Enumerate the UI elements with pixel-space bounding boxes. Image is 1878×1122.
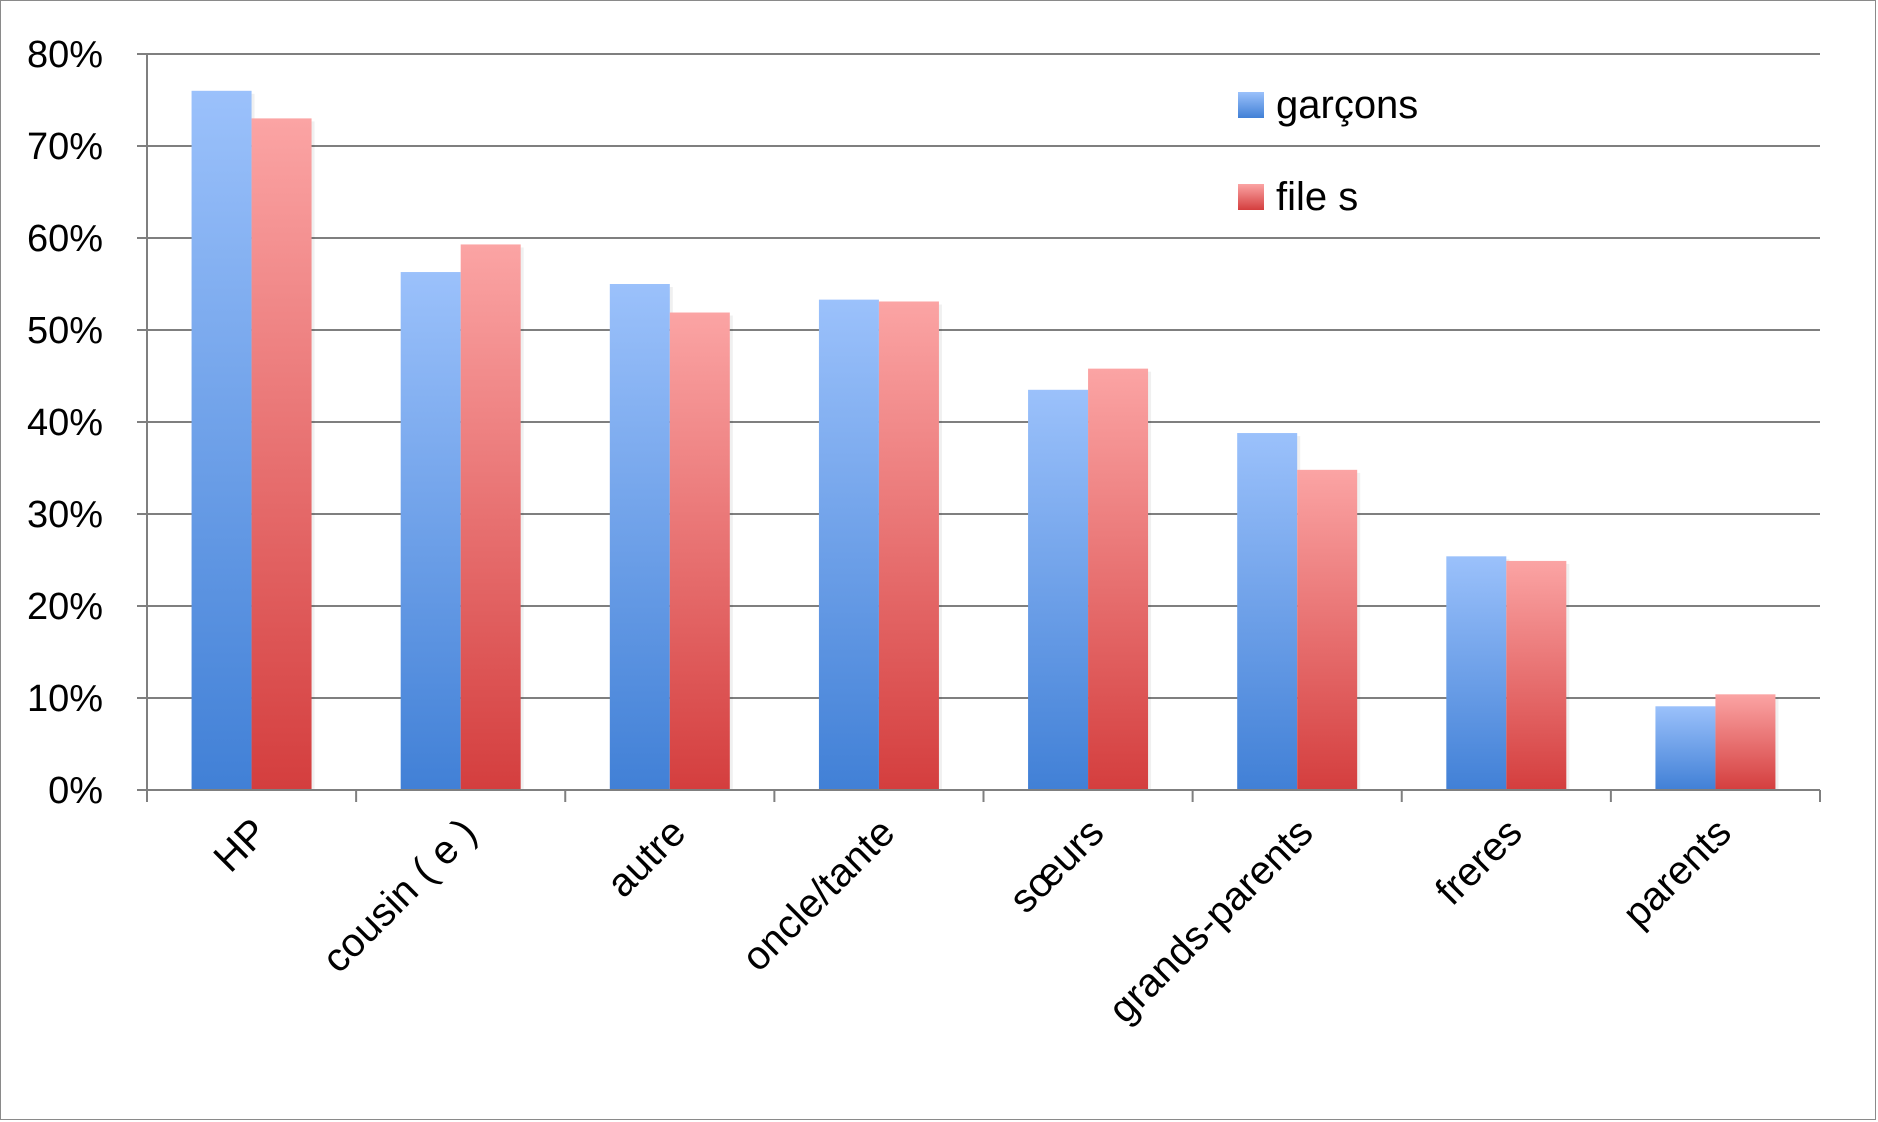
y-tick-label: 70% — [27, 126, 103, 168]
x-tick-label: oncle/tante — [734, 810, 903, 979]
x-tick-label: HP — [206, 810, 276, 880]
x-tick-label: grands-parents — [1100, 810, 1321, 1031]
y-tick-label: 30% — [27, 494, 103, 536]
y-tick-label: 10% — [27, 678, 103, 720]
bar-shadow — [1566, 563, 1570, 790]
bars — [191, 90, 1779, 791]
bar-files-6 — [1506, 560, 1567, 790]
legend-swatch — [1238, 184, 1264, 210]
bar-garcons-1 — [400, 272, 461, 790]
y-tick-label: 0% — [48, 770, 103, 812]
x-tick-label: parents — [1614, 810, 1739, 935]
x-tick-label: freres — [1427, 810, 1530, 913]
bar-files-0 — [251, 118, 312, 790]
legend-label: file s — [1276, 175, 1358, 219]
bar-shadow — [311, 121, 315, 790]
x-tick-labels: HP cousin ( e ) autre oncle/tante sœursgrand… — [206, 810, 1740, 1031]
legend-swatch — [1238, 92, 1264, 118]
bar-garcons-7 — [1655, 706, 1716, 790]
bar-shadow — [1775, 697, 1779, 790]
y-tick-label: 50% — [27, 310, 103, 352]
bar-garcons-6 — [1446, 556, 1507, 790]
bar-shadow — [1148, 371, 1152, 790]
y-tick-label: 40% — [27, 402, 103, 444]
bar-files-4 — [1088, 368, 1149, 790]
legend-label: garçons — [1276, 83, 1418, 127]
x-tick-label: cousin ( e ) — [314, 810, 485, 981]
bar-garcons-4 — [1028, 389, 1089, 790]
legend: garçons file s — [1238, 83, 1418, 219]
bar-garcons-2 — [609, 284, 670, 790]
y-tick-label: 60% — [27, 218, 103, 260]
bar-garcons-3 — [818, 299, 879, 790]
bar-shadow — [938, 304, 942, 790]
x-tick-label: autre — [599, 810, 695, 906]
bar-files-7 — [1715, 694, 1776, 790]
bar-files-1 — [460, 244, 521, 790]
bar-garcons-5 — [1237, 433, 1298, 790]
axes — [137, 53, 1821, 802]
bar-files-3 — [878, 301, 939, 790]
bar-shadow — [520, 247, 524, 790]
y-tick-label: 80% — [27, 34, 103, 76]
y-tick-label: 20% — [27, 586, 103, 628]
bar-shadow — [1357, 472, 1361, 790]
bar-shadow — [729, 315, 733, 790]
bar-files-2 — [669, 312, 730, 790]
x-tick-label: sœurs — [1001, 810, 1112, 921]
y-tick-labels: 0% 10% 20% 30% 40% 50% 60% 70% 80% — [27, 34, 103, 812]
bar-files-5 — [1297, 469, 1358, 790]
bar-garcons-0 — [191, 90, 252, 791]
